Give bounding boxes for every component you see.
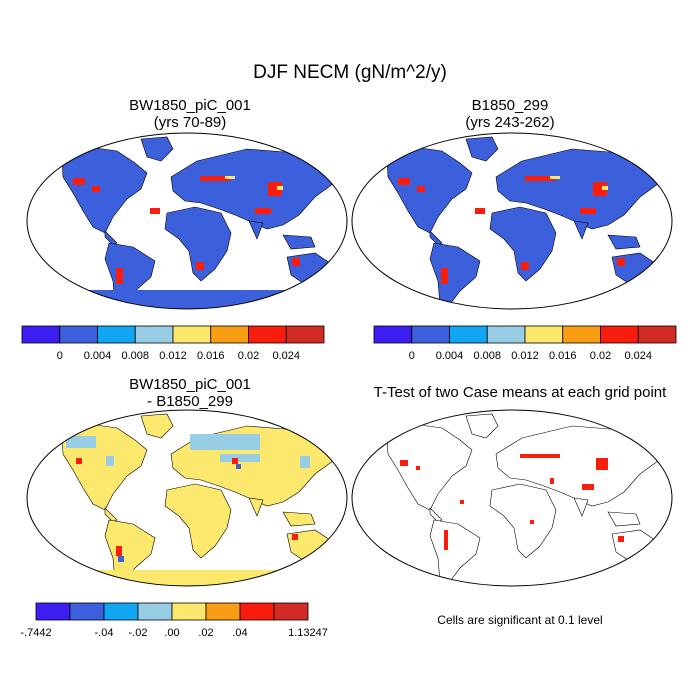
colorbar-box [486, 325, 526, 344]
colorbar-tick-label: .04 [232, 627, 247, 639]
colorbar-box [21, 325, 61, 344]
colorbar-tick-label: 0.024 [272, 350, 300, 362]
panel1-title: BW1850_piC_001 [129, 97, 251, 114]
panel4-note: Cells are significant at 0.1 level [437, 613, 603, 627]
colorbar-tick-label: 0.02 [238, 350, 259, 362]
panel4-map [351, 409, 673, 587]
colorbar-tick-label: -.04 [95, 627, 114, 639]
colorbar-tick-label: 0.008 [473, 350, 501, 362]
colorbar-box [273, 602, 309, 621]
colorbar-panel3: -.7442 -.04 -.02 .00 .02 .04 1.13247 [20, 602, 328, 639]
panel2-map [351, 132, 673, 310]
colorbar-box [134, 325, 174, 344]
panel4-title: T-Test of two Case means at each grid po… [373, 384, 667, 401]
panel2-title-block: B1850_299 (yrs 243-262) [350, 97, 670, 131]
colorbar-tick-label: -.7442 [20, 627, 51, 639]
panel4-title-block: T-Test of two Case means at each grid po… [350, 384, 690, 401]
colorbar-tick-label: 0 [409, 350, 415, 362]
colorbar-tick-label: .02 [198, 627, 213, 639]
colorbar-box [524, 325, 564, 344]
colorbar-box [248, 325, 287, 344]
colorbar-box [210, 325, 249, 344]
panel2-subtitle: (yrs 243-262) [465, 114, 555, 131]
panel3-title-block: BW1850_piC_001 - B1850_299 [30, 376, 350, 410]
colorbar-box [449, 325, 488, 344]
colorbar-tick-label: 0.008 [121, 350, 149, 362]
panel3-title: BW1850_piC_001 [129, 376, 251, 393]
colorbar-box [103, 602, 139, 621]
colorbar-box [59, 325, 98, 344]
colorbar-box [171, 602, 207, 621]
panel1-title-block: BW1850_piC_001 (yrs 70-89) [30, 97, 350, 131]
colorbar-tick-label: 1.13247 [288, 627, 328, 639]
colorbar-box [35, 602, 71, 621]
colorbar-tick-label: -.02 [129, 627, 148, 639]
colorbar-tick-label: 0.004 [84, 350, 112, 362]
colorbar-tick-label: 0.016 [549, 350, 577, 362]
panel2-title: B1850_299 [471, 97, 549, 114]
colorbar-tick-label: 0.02 [590, 350, 611, 362]
colorbar-panel2: 0 0.004 0.008 0.012 0.016 0.02 0.024 [373, 325, 677, 362]
colorbar-tick-label: 0.004 [436, 350, 464, 362]
colorbar-tick-label: .00 [164, 627, 179, 639]
figure-title: DJF NECM (gN/m^2/y) [253, 62, 447, 83]
colorbar-box [205, 602, 241, 621]
colorbar-tick-label: 0.012 [511, 350, 539, 362]
colorbar-box [69, 602, 105, 621]
colorbar-tick-label: 0.024 [624, 350, 652, 362]
colorbar-box [285, 325, 325, 344]
colorbar-tick-label: 0.012 [159, 350, 187, 362]
colorbar-panel1: 0 0.004 0.008 0.012 0.016 0.02 0.024 [21, 325, 325, 362]
colorbar-box [562, 325, 601, 344]
colorbar-box [373, 325, 413, 344]
colorbar-tick-label: 0.016 [197, 350, 225, 362]
colorbar-tick-label: 0 [57, 350, 63, 362]
colorbar-box [137, 602, 173, 621]
colorbar-box [97, 325, 136, 344]
colorbar-box [637, 325, 677, 344]
panel1-map [26, 132, 348, 310]
colorbar-box [600, 325, 639, 344]
panel1-subtitle: (yrs 70-89) [153, 114, 227, 131]
colorbar-box [411, 325, 450, 344]
colorbar-box [239, 602, 275, 621]
colorbar-box [172, 325, 212, 344]
panel3-subtitle: - B1850_299 [147, 393, 233, 410]
panel3-map [26, 409, 348, 587]
